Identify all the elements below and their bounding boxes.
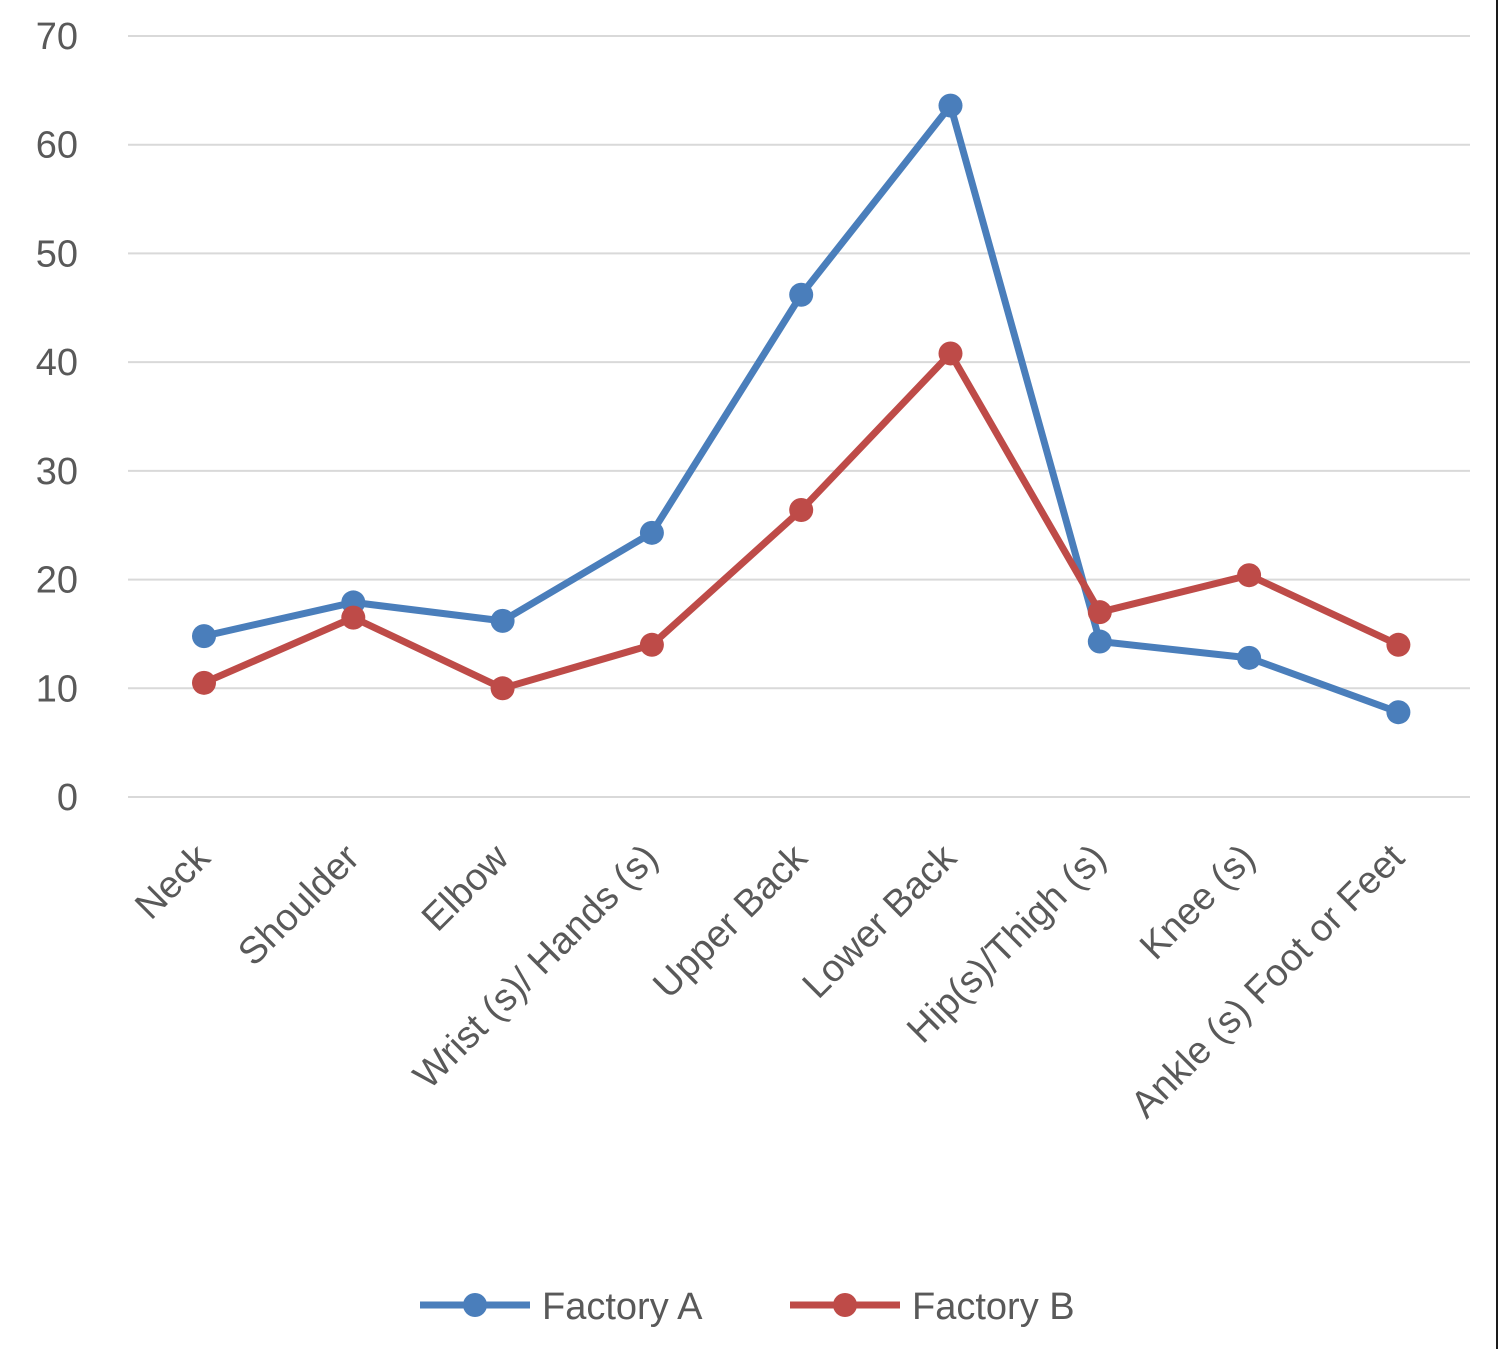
x-tick-label: Wrist (s)/ Hands (s) xyxy=(406,837,667,1098)
series-line xyxy=(200,102,1402,716)
legend-swatch-marker xyxy=(833,1293,857,1317)
legend: Factory A Factory B xyxy=(420,1286,1075,1328)
x-tick-label: Neck xyxy=(127,836,219,928)
y-tick-label: 40 xyxy=(36,342,78,384)
legend-item: Factory B xyxy=(790,1286,1075,1328)
data-point xyxy=(490,676,515,701)
x-tick-label: Knee (s) xyxy=(1132,837,1263,968)
legend-swatch-marker xyxy=(463,1293,487,1317)
series-layer xyxy=(192,93,1411,725)
data-point xyxy=(789,282,814,307)
frame-edge xyxy=(1496,0,1498,1349)
x-tick-label: Ankle (s) Foot or Feet xyxy=(1123,836,1413,1126)
legend-label: Factory A xyxy=(542,1286,703,1328)
x-tick-label: Shoulder xyxy=(230,836,368,974)
data-point xyxy=(1386,632,1411,657)
y-tick-label: 10 xyxy=(36,668,78,710)
data-point xyxy=(341,605,366,630)
data-point xyxy=(938,341,963,366)
data-point xyxy=(1386,700,1411,725)
series-factory-b xyxy=(192,341,1411,701)
data-point xyxy=(1087,600,1112,625)
data-point xyxy=(1237,563,1262,588)
data-point xyxy=(639,520,664,545)
x-tick-label: Upper Back xyxy=(645,836,816,1007)
data-point xyxy=(789,497,814,522)
data-point xyxy=(192,670,216,695)
series-factory-a xyxy=(192,93,1411,725)
data-point xyxy=(490,608,515,633)
legend-label: Factory B xyxy=(912,1286,1075,1328)
y-tick-label: 60 xyxy=(36,125,78,167)
gridlines xyxy=(128,35,1470,798)
data-point xyxy=(1087,629,1112,654)
data-point xyxy=(938,93,963,118)
x-tick-label: Elbow xyxy=(414,836,517,939)
data-point xyxy=(192,624,216,649)
y-tick-label: 0 xyxy=(57,777,78,819)
legend-item: Factory A xyxy=(420,1286,703,1328)
y-tick-label: 20 xyxy=(36,560,78,602)
y-tick-label: 50 xyxy=(36,233,78,275)
y-tick-label: 30 xyxy=(36,451,78,493)
y-tick-label: 70 xyxy=(36,16,78,58)
data-point xyxy=(1237,645,1262,670)
y-axis-tick-labels: 0 10 20 30 40 50 60 70 xyxy=(36,16,78,819)
data-point xyxy=(639,632,664,657)
